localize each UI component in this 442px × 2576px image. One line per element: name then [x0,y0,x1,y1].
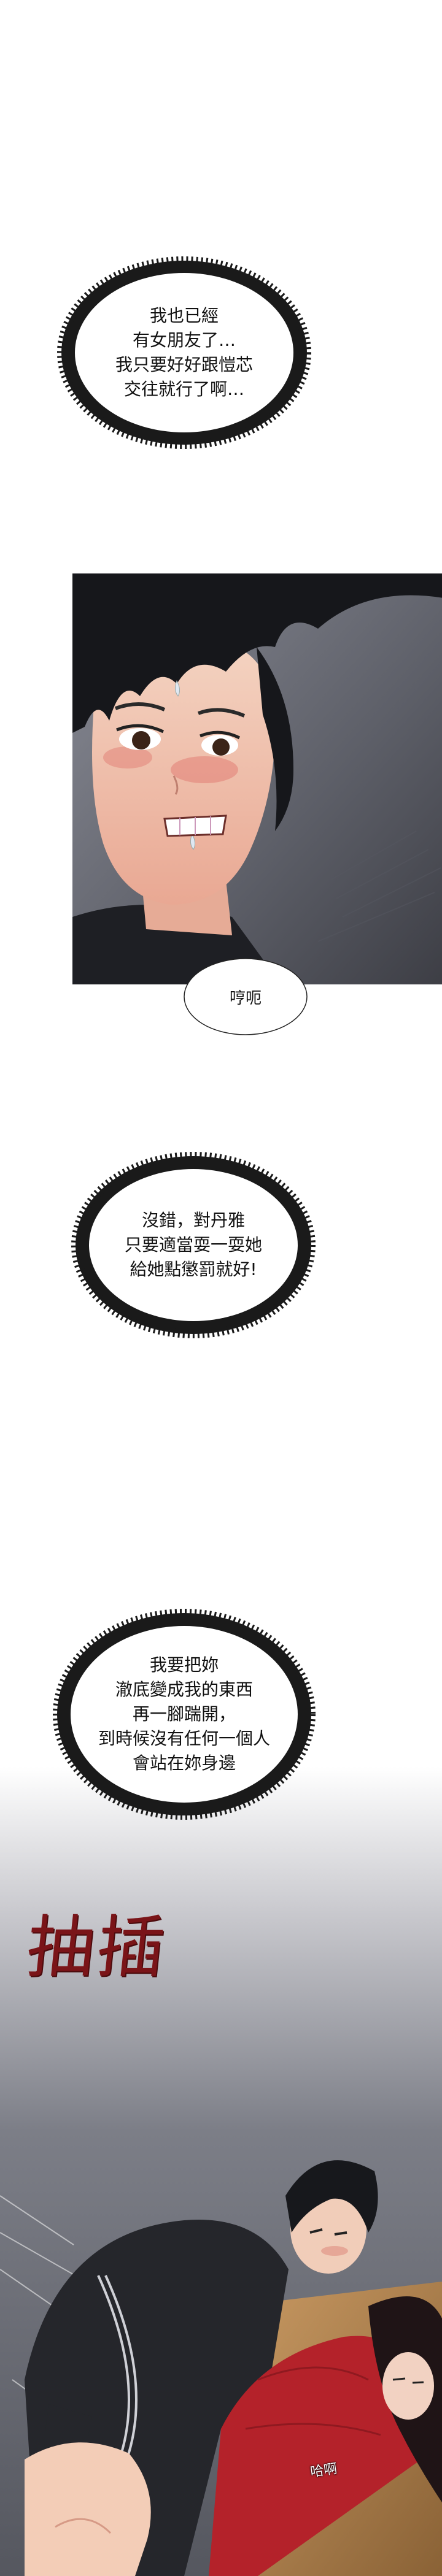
panel-closeup [72,573,442,984]
thought-text-2: 沒錯，對丹雅 只要適當耍一耍她 給她點懲罰就好! [124,1210,262,1279]
panel-scene [0,1766,442,2576]
thought-bubble-3: 我要把妳 澈底變成我的東西 再一腳踹開， 到時候沒有任何一個人 會站在妳身邊 [52,1607,316,1822]
speech-balloon-shape [184,958,308,1035]
thought-bubble-1: 我也已經 有女朋友了… 我只要好好跟愷芯 交往就行了啊… [55,255,313,451]
closeup-illustration [72,573,442,984]
speech-text: 哼呃 [229,989,262,1008]
thought-text-1: 我也已經 有女朋友了… 我只要好好跟愷芯 交往就行了啊… [115,305,253,399]
moan-text: 哈啊 [309,2461,338,2480]
scene-illustration [0,1766,442,2576]
thought-bubble-2: 沒錯，對丹雅 只要適當耍一耍她 給她點懲罰就好! [71,1150,316,1340]
jagged-bubble-border [57,256,311,449]
jagged-bubble-border [53,1609,316,1820]
speech-balloon: 哼呃 [181,954,310,1040]
thought-text-3: 我要把妳 澈底變成我的東西 再一腳踹開， 到時候沒有任何一個人 會站在妳身邊 [98,1655,270,1773]
jagged-bubble-border [71,1152,316,1338]
sound-effect: 抽插 [23,1908,171,1987]
